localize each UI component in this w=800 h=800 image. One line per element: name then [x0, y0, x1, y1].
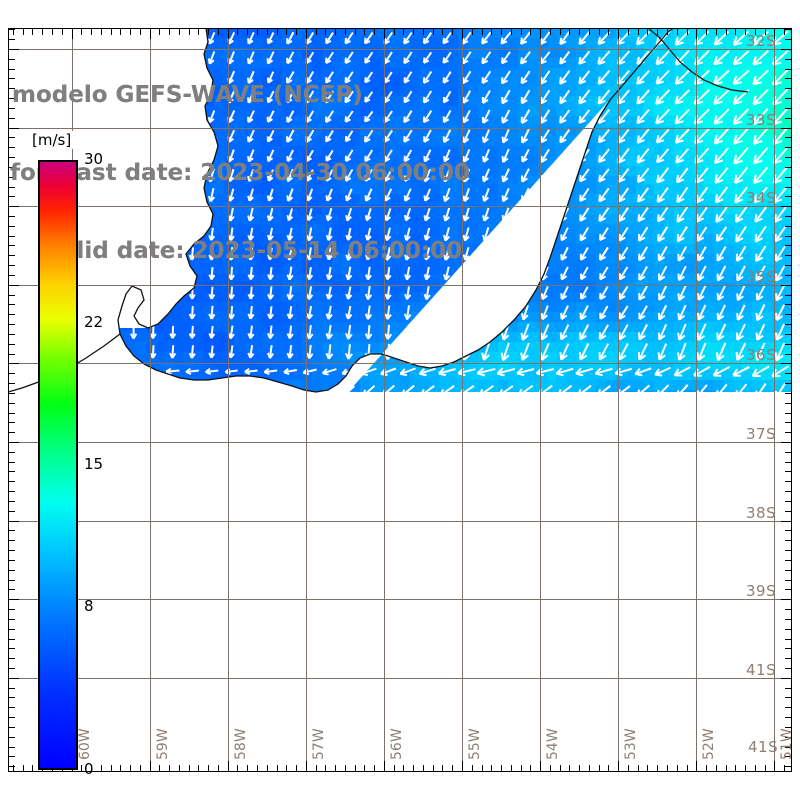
colorbar-tick-22: 22 [84, 312, 104, 331]
colorbar-unit-label: [m/s] [30, 131, 74, 149]
colorbar-tick-15: 15 [84, 455, 104, 473]
land-mask-layer [8, 28, 792, 772]
colorbar-gradient [38, 160, 78, 770]
coastline [117, 28, 675, 393]
land-fill [8, 28, 674, 772]
coastline-northeast [647, 28, 749, 93]
colorbar-tick-8: 8 [84, 597, 94, 616]
map-plot-area[interactable] [8, 28, 792, 772]
colorbar-tick-0: 0 [84, 760, 94, 778]
colorbar[interactable] [38, 160, 78, 770]
colorbar-tick-30: 30 [84, 150, 104, 168]
